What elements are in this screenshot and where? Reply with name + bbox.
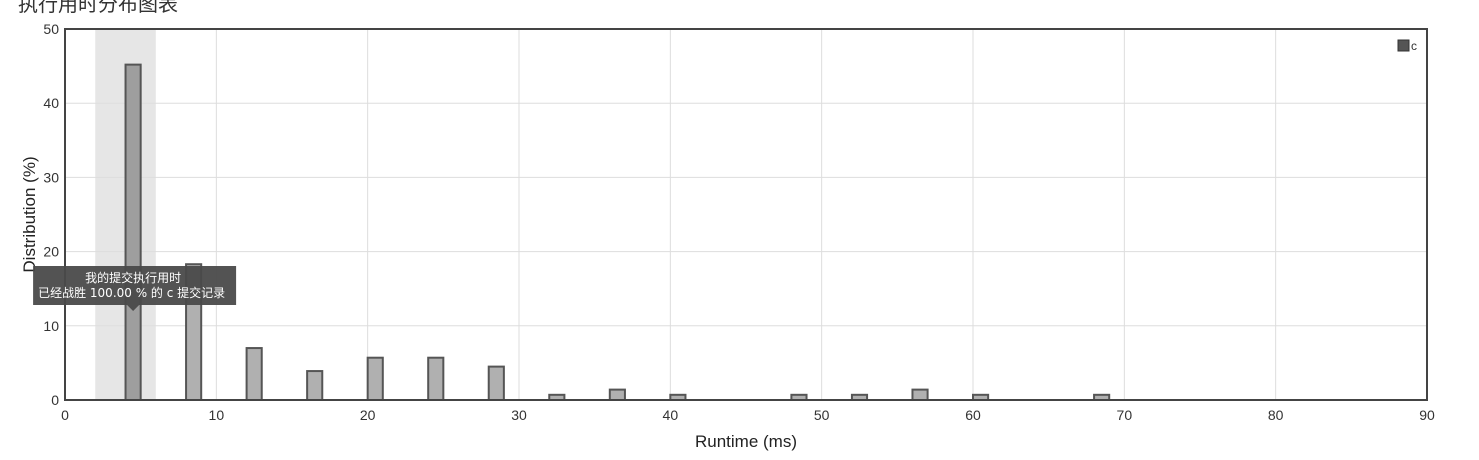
bar <box>427 356 445 401</box>
tooltip-line-2: 已经战胜 100.00 % 的 c 提交记录 <box>38 285 225 300</box>
y-tick-label: 30 <box>43 169 59 185</box>
bar <box>245 347 263 401</box>
x-tick-label: 70 <box>1117 407 1133 423</box>
chart-bars <box>124 63 1111 402</box>
bar <box>306 370 324 402</box>
x-tick-label: 20 <box>360 407 376 423</box>
plot-frame <box>64 28 1428 401</box>
bar <box>911 388 929 401</box>
x-tick-label: 30 <box>511 407 527 423</box>
page-title: 执行用时分布图表 <box>18 0 178 16</box>
x-axis-title: Runtime (ms) <box>695 432 797 451</box>
legend-swatch <box>1397 39 1410 52</box>
x-tick-label: 10 <box>209 407 225 423</box>
y-tick-label: 40 <box>43 95 59 111</box>
y-tick-label: 50 <box>43 21 59 37</box>
chart-grid <box>64 28 1428 401</box>
bar <box>608 388 626 401</box>
submission-tooltip: 我的提交执行用时 已经战胜 100.00 % 的 c 提交记录 <box>33 265 237 311</box>
bar <box>366 356 384 401</box>
x-tick-label: 90 <box>1419 407 1435 423</box>
x-tick-label: 50 <box>814 407 830 423</box>
bar <box>124 63 142 401</box>
legend-label: c <box>1411 39 1417 53</box>
y-tick-label: 10 <box>43 318 59 334</box>
y-tick-label: 20 <box>43 244 59 260</box>
chart-axes: 0 10 20 30 40 50 60 70 80 90 0 10 20 30 40 50 <box>43 21 1435 423</box>
tooltip-box <box>33 265 237 311</box>
x-tick-label: 80 <box>1268 407 1284 423</box>
bar <box>487 365 505 401</box>
y-axis-title: Distribution (%) <box>20 156 39 272</box>
y-tick-label: 0 <box>51 392 59 408</box>
tooltip-line-1: 我的提交执行用时 <box>85 270 181 285</box>
chart-legend[interactable]: c <box>1397 39 1417 53</box>
x-tick-label: 60 <box>965 407 981 423</box>
x-tick-label: 40 <box>663 407 679 423</box>
x-tick-label: 0 <box>61 407 69 423</box>
